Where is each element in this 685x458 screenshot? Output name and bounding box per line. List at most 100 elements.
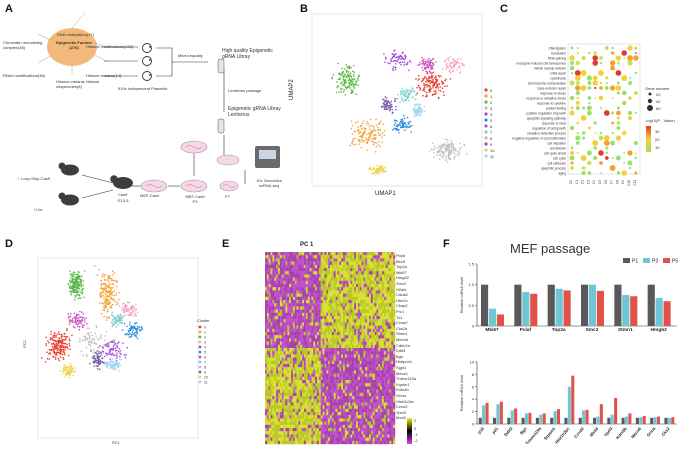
heatmap-cell: [339, 264, 342, 269]
heatmap-cell: [352, 357, 355, 361]
heatmap-cell: [265, 264, 268, 269]
umap-point: [389, 58, 392, 61]
umap-point: [380, 164, 382, 167]
heatmap-cell: [322, 322, 325, 326]
heatmap-cell: [298, 351, 301, 355]
heatmap-cell: [324, 284, 327, 288]
heatmap-cell: [339, 303, 342, 307]
heatmap-cell: [322, 348, 325, 352]
heatmap-cell: [315, 264, 318, 269]
heatmap-cell: [304, 303, 307, 307]
umap-point: [402, 114, 405, 117]
pca-point: [65, 337, 67, 340]
heatmap-cell: [339, 306, 342, 310]
umap-point: [365, 138, 368, 141]
heatmap-cell: [341, 287, 344, 291]
heatmap-cell: [365, 354, 368, 358]
heatmap-cell: [372, 348, 375, 352]
heatmap-cell: [385, 306, 388, 310]
umap-point: [452, 70, 455, 72]
heatmap-cell: [318, 319, 321, 323]
heatmap-cell: [331, 328, 334, 333]
umap-point: [394, 105, 397, 108]
heatmap-cell: [307, 354, 310, 358]
heatmap-cell: [356, 328, 359, 333]
heatmap-cell: [304, 264, 307, 269]
heatmap-cell: [304, 357, 307, 361]
heatmap-cell: [335, 357, 338, 361]
umap-point: [370, 130, 372, 133]
heatmap-cell: [305, 303, 308, 307]
heatmap-cell: [367, 335, 370, 339]
go-dot: [588, 101, 591, 105]
heatmap-cell: [318, 328, 321, 333]
heatmap-cell: [318, 325, 321, 329]
umap-point: [341, 81, 343, 83]
heatmap-cell: [289, 306, 292, 310]
heatmap-cell: [369, 258, 372, 262]
heatmap-cell: [380, 261, 383, 265]
umap-point: [391, 108, 394, 111]
heatmap-cell: [328, 335, 331, 339]
pca-point: [55, 344, 58, 346]
heatmap-cell: [305, 357, 308, 361]
heatmap-cell: [326, 341, 329, 345]
heatmap-cell: [382, 284, 385, 288]
heatmap-cell: [322, 287, 325, 291]
heatmap-cell: [265, 309, 268, 313]
heatmap-cell: [292, 344, 295, 349]
heatmap-cell: [344, 264, 347, 269]
pca-point: [135, 322, 138, 324]
heatmap-cell: [318, 252, 321, 256]
heatmap-cell: [304, 335, 307, 339]
heatmap-cell: [309, 280, 312, 285]
go-term-label: negative regulation of cell proliferatio…: [512, 137, 566, 141]
heatmap-cell: [289, 296, 292, 301]
pca-point: [70, 292, 72, 294]
heatmap-cell: [289, 258, 292, 262]
pca-point: [62, 367, 65, 370]
heatmap-cell: [294, 258, 297, 262]
heatmap-cell: [343, 351, 346, 355]
heatmap-cell: [372, 325, 375, 329]
heatmap-cell: [333, 293, 336, 297]
umap-point: [351, 142, 353, 145]
heatmap-cell: [344, 348, 347, 352]
heatmap-cell: [367, 280, 370, 285]
heatmap-cell: [318, 290, 321, 294]
heatmap-cell: [289, 252, 292, 256]
umap-point: [343, 79, 345, 82]
heatmap-cell: [291, 258, 294, 262]
heatmap-cell: [291, 274, 294, 278]
heatmap-cell: [294, 328, 297, 333]
heatmap-cell: [387, 261, 390, 265]
heatmap-cell: [335, 316, 338, 320]
heatmap-cell: [367, 293, 370, 297]
heatmap-cell: [391, 258, 394, 262]
heatmap-cell: [370, 312, 373, 317]
umap-point: [388, 62, 391, 65]
heatmap-cell: [300, 287, 303, 291]
pca-point: [91, 334, 93, 337]
heatmap-cell: [361, 252, 364, 256]
heatmap-cell: [352, 332, 355, 336]
heatmap-cell: [348, 312, 351, 317]
heatmap-cell: [272, 341, 275, 345]
heatmap-cell: [374, 255, 377, 259]
heatmap-cell: [339, 316, 342, 320]
heatmap-cell: [320, 306, 323, 310]
heatmap-cell: [370, 287, 373, 291]
heatmap-cell: [387, 319, 390, 323]
heatmap-cell: [309, 303, 312, 307]
heatmap-cell: [305, 344, 308, 349]
heatmap-cell: [391, 290, 394, 294]
heatmap-cell: [324, 316, 327, 320]
umap-point: [355, 93, 357, 96]
heatmap-cell: [361, 338, 364, 342]
umap-legend-label: 1: [490, 94, 493, 99]
heatmap-cell: [357, 357, 360, 361]
pca-point: [133, 325, 136, 327]
umap-point: [350, 120, 353, 123]
heatmap-cell: [294, 277, 297, 281]
heatmap-cell: [317, 268, 320, 272]
